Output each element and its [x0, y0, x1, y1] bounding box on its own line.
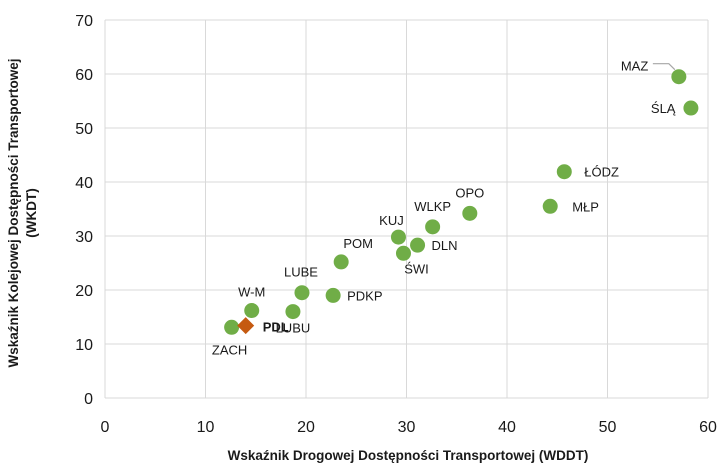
data-point-dln	[410, 237, 426, 253]
data-points	[224, 69, 699, 335]
y-tick-label: 60	[75, 67, 93, 84]
x-tick-label: 40	[498, 419, 516, 436]
leader-line-maz	[652, 63, 676, 71]
y-tick-label: 50	[75, 121, 93, 138]
point-label-pdkp: PDKP	[347, 288, 382, 303]
point-label-pdl: PDL	[263, 320, 289, 335]
data-point-zach	[224, 319, 240, 335]
data-point-pdl	[237, 317, 255, 335]
leader-lines	[652, 63, 676, 71]
y-tick-labels: 0 10 20 30 40 50 60 70	[75, 13, 93, 408]
point-label-opo: OPO	[455, 185, 484, 200]
gridlines	[104, 19, 709, 399]
x-tick-label: 10	[197, 419, 215, 436]
point-label-świ: ŚWI	[404, 261, 429, 276]
data-point-wlkp	[425, 219, 441, 235]
y-tick-label: 10	[75, 337, 93, 354]
data-point-łódz	[556, 164, 572, 180]
data-point-w-m	[244, 303, 260, 319]
point-label-łódz: ŁÓDZ	[584, 165, 619, 180]
y-tick-label: 70	[75, 13, 93, 30]
data-point-opo	[462, 205, 478, 221]
data-point-lubu	[285, 304, 301, 320]
point-label-ślą: ŚLĄ	[651, 101, 676, 116]
x-tick-label: 60	[699, 419, 717, 436]
x-tick-labels: 0 10 20 30 40 50 60	[101, 419, 717, 436]
point-label-lube: LUBE	[284, 265, 318, 280]
data-point-ślą	[683, 100, 699, 116]
point-label-zach: ZACH	[212, 342, 247, 357]
point-label-kuj: KUJ	[379, 213, 404, 228]
point-label-młp: MŁP	[572, 199, 599, 214]
x-axis-title: Wskaźnik Drogowej Dostępności Transporto…	[228, 448, 589, 463]
y-tick-label: 20	[75, 283, 93, 300]
data-point-lube	[294, 285, 310, 301]
point-label-w-m: W-M	[238, 285, 265, 300]
data-point-świ	[395, 245, 411, 261]
x-tick-label: 30	[398, 419, 416, 436]
point-label-maz: MAZ	[621, 59, 649, 74]
x-tick-label: 0	[101, 419, 110, 436]
point-label-pom: POM	[343, 236, 373, 251]
x-tick-label: 50	[599, 419, 617, 436]
y-tick-label: 30	[75, 229, 93, 246]
y-axis-title-line1: Wskaźnik Kolejowej Dostępności Transport…	[6, 58, 21, 367]
x-tick-label: 20	[297, 419, 315, 436]
point-label-wlkp: WLKP	[414, 199, 451, 214]
data-point-pom	[333, 254, 349, 270]
point-label-lubu: LUBU	[276, 321, 311, 336]
data-point-młp	[542, 198, 558, 214]
y-tick-label: 0	[84, 391, 93, 408]
data-point-pdkp	[325, 287, 341, 303]
point-label-dln: DLN	[432, 238, 458, 253]
y-tick-label: 40	[75, 175, 93, 192]
data-point-maz	[671, 69, 687, 85]
data-point-kuj	[390, 229, 406, 245]
y-axis-title-line2: (WKDT)	[24, 188, 39, 237]
